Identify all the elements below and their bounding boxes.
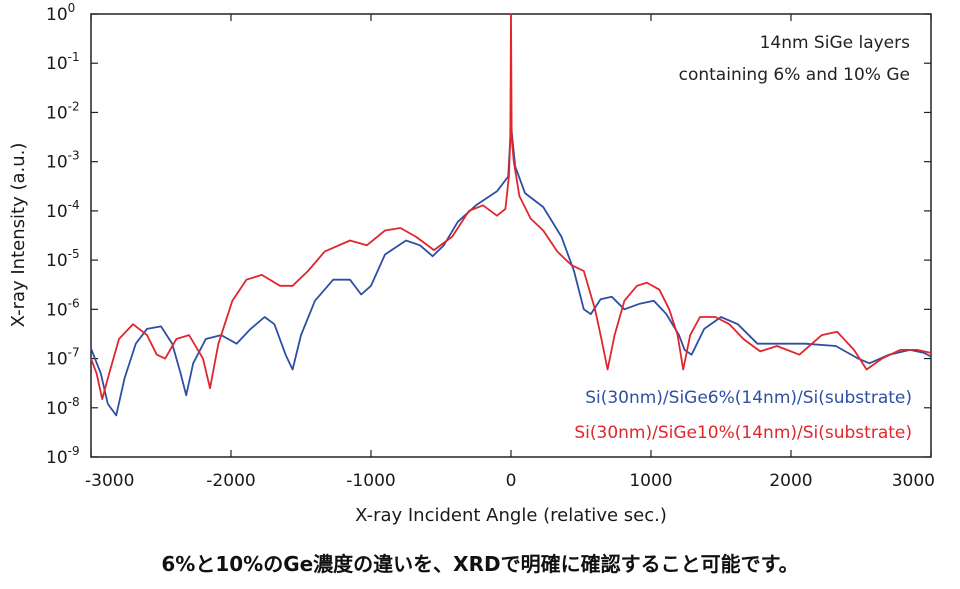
series-line-sige10	[90, 13, 932, 400]
x-tick-label: -3000	[85, 471, 134, 491]
legend-entry-sige6: Si(30nm)/SiGe6%(14nm)/Si(substrate)	[585, 388, 912, 408]
y-tick-label: 10-9	[46, 444, 80, 468]
y-tick-label: 10-7	[46, 346, 80, 370]
y-tick-label: 10-1	[46, 50, 80, 74]
x-tick-label: 3000	[892, 471, 935, 491]
legend-entry-sige10: Si(30nm)/SiGe10%(14nm)/Si(substrate)	[574, 423, 912, 443]
y-tick-label: 10-6	[46, 296, 80, 320]
y-tick-label: 10-8	[46, 395, 80, 419]
y-tick-label: 10-5	[46, 247, 80, 271]
x-tick-label: 2000	[769, 471, 812, 491]
series-layer	[90, 13, 932, 417]
y-axis-label: X-ray Intensity (a.u.)	[8, 143, 29, 328]
x-axis-label: X-ray Incident Angle (relative sec.)	[355, 505, 667, 526]
x-axis: -3000 -2000 -1000 0 1000 2000 3000	[85, 14, 935, 491]
annotation-line-2: containing 6% and 10% Ge	[679, 65, 910, 85]
y-tick-label: 10-2	[46, 99, 80, 123]
annotation-line-1: 14nm SiGe layers	[760, 33, 911, 53]
y-tick-label: 10-3	[46, 149, 80, 173]
x-tick-label: -1000	[346, 471, 395, 491]
caption: 6%と10%のGe濃度の違いを、XRDで明確に確認すること可能です。	[161, 552, 799, 576]
series-line-sige6	[90, 111, 932, 417]
y-tick-label: 10-4	[46, 198, 80, 222]
x-tick-label: 0	[506, 471, 517, 491]
x-tick-label: -2000	[206, 471, 255, 491]
xrd-chart: 10010-110-210-310-410-510-610-710-810-9 …	[8, 1, 935, 526]
y-axis: 100 10-1 10-2 10-3 10-4 10-5 10-6 10-7 10-8 10-9	[46, 1, 931, 468]
x-tick-label: 1000	[629, 471, 672, 491]
y-tick-label: 100	[46, 1, 75, 25]
